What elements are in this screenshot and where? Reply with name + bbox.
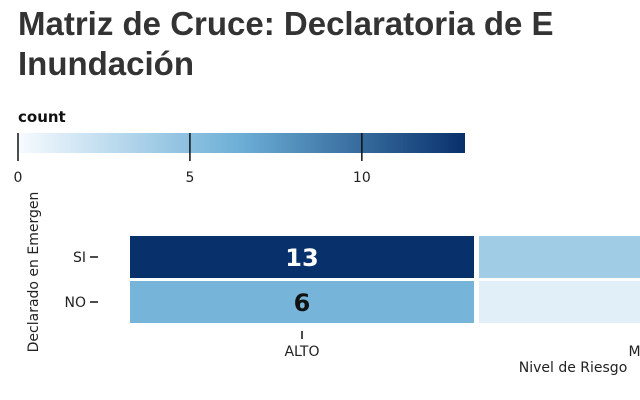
heatmap-cells: 13461 xyxy=(130,236,640,323)
y-axis-ticks: SI NO xyxy=(65,250,98,311)
y-axis-tick-label: SI xyxy=(73,250,86,266)
chart-title: Matriz de Cruce: Declaratoria de E Inund… xyxy=(18,4,640,84)
colorbar-tick-label: 0 xyxy=(14,170,23,186)
colorbar-tick-label: 10 xyxy=(353,170,371,186)
x-axis-ticks: ALTO MUY A xyxy=(284,331,640,360)
heatmap-cell xyxy=(130,281,474,323)
heatmap-cell xyxy=(479,236,640,278)
colorbar-tick-label: 5 xyxy=(185,170,194,186)
colorbar-ticks: 0 5 10 xyxy=(14,133,371,186)
chart-title-line-2: Inundación xyxy=(18,45,194,82)
colorbar: 0 5 10 xyxy=(14,133,465,186)
heatmap-cell xyxy=(130,236,474,278)
x-axis-title: Nivel de Riesgo xyxy=(519,360,628,376)
heatmap-cell-label: 6 xyxy=(294,289,311,317)
y-axis-tick-label: NO xyxy=(65,295,87,311)
y-axis-title: Declarado en Emergen xyxy=(26,192,42,353)
chart-title-line-1: Matriz de Cruce: Declaratoria de E xyxy=(18,5,554,42)
heatmap-cell-label: 13 xyxy=(285,244,318,272)
x-axis-tick-label: ALTO xyxy=(284,344,319,360)
x-axis-tick-label: MUY A xyxy=(629,344,640,360)
colorbar-label: count xyxy=(18,108,66,126)
heatmap-cell xyxy=(479,281,640,323)
colorbar-gradient xyxy=(18,133,465,153)
